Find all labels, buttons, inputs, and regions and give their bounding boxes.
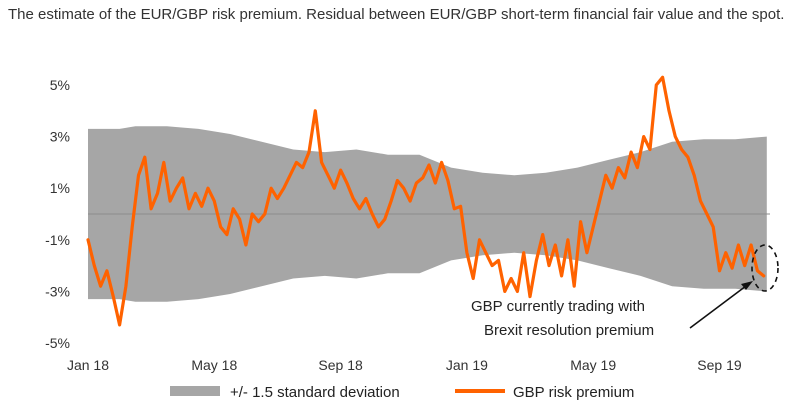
y-tick-label: -1%: [45, 232, 70, 248]
plot-area: [86, 75, 770, 327]
legend-label-band: +/- 1.5 standard deviation: [230, 384, 400, 401]
annotation-line-2: Brexit resolution premium: [484, 322, 654, 339]
x-tick-label: May 19: [570, 357, 616, 373]
x-tick-label: Jan 19: [446, 357, 488, 373]
annotation: GBP currently trading with Brexit resolu…: [471, 244, 779, 339]
legend-swatch-band: [170, 386, 220, 396]
y-tick-label: 1%: [50, 180, 70, 196]
annotation-line-1: GBP currently trading with: [471, 298, 645, 315]
y-tick-label: 3%: [50, 129, 70, 145]
y-tick-label: 5%: [50, 77, 70, 93]
y-tick-label: -3%: [45, 283, 70, 299]
x-tick-label: Sep 18: [318, 357, 363, 373]
x-tick-label: Jan 18: [67, 357, 109, 373]
chart-title: The estimate of the EUR/GBP risk premium…: [8, 6, 785, 23]
x-tick-label: May 18: [191, 357, 237, 373]
annotation-arrow: [689, 282, 751, 329]
legend: +/- 1.5 standard deviation GBP risk prem…: [170, 384, 634, 401]
legend-label-line: GBP risk premium: [513, 384, 634, 401]
risk-premium-line: [86, 75, 766, 327]
x-tick-label: Sep 19: [697, 357, 742, 373]
annotation-circle: [751, 244, 779, 292]
annotation-arrowhead: [741, 281, 753, 290]
y-tick-label: -5%: [45, 335, 70, 351]
axes: 5% 3% 1% -1% -3% -5% Jan 18 May 18 Sep 18 Jan 19 M…: [45, 77, 742, 373]
